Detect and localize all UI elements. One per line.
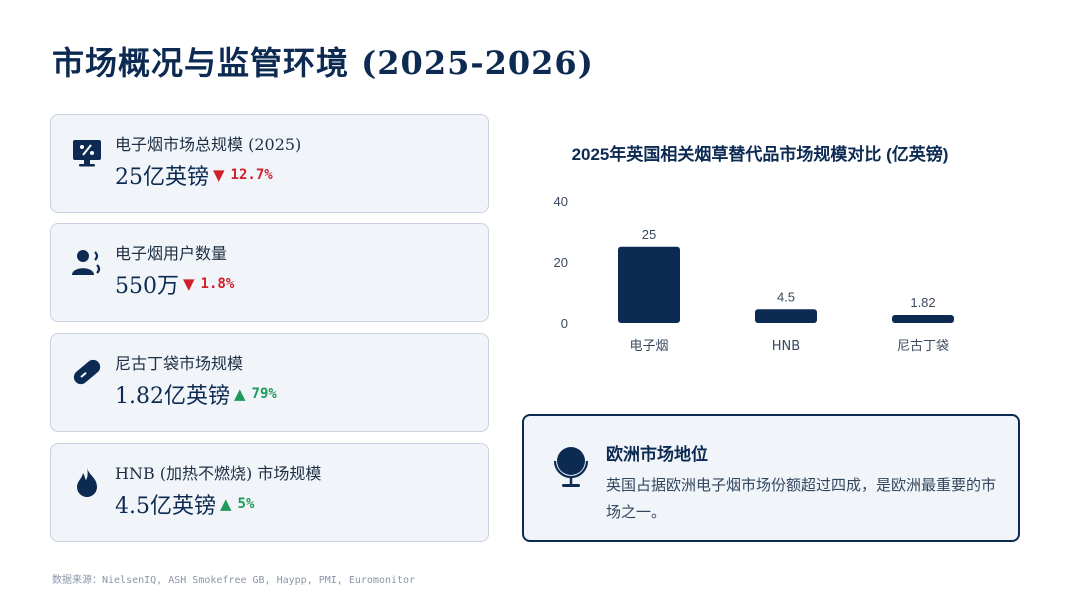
- bar: [755, 309, 817, 323]
- chart-title: 2025年英国相关烟草替代品市场规模对比 (亿英镑): [571, 145, 949, 164]
- bar-value-label: 4.5: [777, 289, 795, 304]
- y-tick-label: 40: [554, 194, 568, 209]
- flame-icon: [77, 468, 97, 497]
- up-arrow-icon: ▲: [234, 385, 246, 403]
- bar-chart-svg: 0 20 40 25 电子烟 4.5 HNB 1.82 尼古丁袋: [554, 194, 954, 354]
- hnb-card: HNB (加热不燃烧) 市场规模 4.5亿英镑 ▲ 5%: [50, 443, 489, 542]
- card-value: 1.82亿英镑: [115, 384, 230, 409]
- europe-position-box: 欧洲市场地位 英国占据欧洲电子烟市场份额超过四成，是欧洲最重要的市场之一。: [522, 414, 1020, 542]
- page-title: 市场概况与监管环境 (2025-2026): [52, 44, 594, 82]
- bar-chart: 0 20 40 25 电子烟 4.5 HNB 1.82 尼古丁袋 2025年英国相关烟草替代品市…: [530, 140, 1020, 370]
- up-arrow-icon: ▲: [220, 495, 232, 513]
- x-tick-label: 尼古丁袋: [897, 339, 949, 354]
- card-label: 电子烟市场总规模 (2025): [115, 135, 302, 154]
- europe-title: 欧洲市场地位: [606, 445, 708, 465]
- users-icon: [72, 250, 101, 275]
- pill-icon: [73, 359, 101, 385]
- y-tick-label: 20: [554, 255, 568, 270]
- change-percent: 12.7%: [230, 167, 273, 183]
- change-percent: 5%: [237, 496, 255, 512]
- europe-text: 英国占据欧洲电子烟市场份额超过四成，是欧洲最重要的市场之一。: [606, 476, 997, 521]
- card-label: 电子烟用户数量: [115, 244, 228, 263]
- bar: [618, 246, 680, 323]
- card-label: HNB (加热不燃烧) 市场规模: [115, 464, 322, 483]
- y-tick-label: 0: [561, 316, 568, 331]
- card-value: 4.5亿英镑: [115, 494, 216, 519]
- data-source: 数据来源：NielsenIQ, ASH Smokefree GB, Haypp,…: [52, 575, 416, 586]
- monitor-chart-icon: [73, 140, 101, 167]
- bar-value-label: 25: [642, 227, 656, 242]
- users-card: 电子烟用户数量 550万 ▼ 1.8%: [50, 223, 489, 322]
- nicotine-pouch-card: 尼古丁袋市场规模 1.82亿英镑 ▲ 79%: [50, 333, 489, 432]
- x-tick-label: HNB: [772, 339, 800, 354]
- card-value: 25亿英镑: [115, 165, 209, 190]
- card-label: 尼古丁袋市场规模: [115, 354, 244, 373]
- x-tick-label: 电子烟: [629, 339, 668, 354]
- market-size-card: 电子烟市场总规模 (2025) 25亿英镑 ▼ 12.7%: [50, 114, 489, 213]
- down-arrow-icon: ▼: [213, 166, 225, 184]
- change-percent: 1.8%: [200, 276, 235, 292]
- card-value: 550万: [115, 274, 179, 299]
- change-percent: 79%: [251, 386, 277, 402]
- globe-icon: [553, 447, 589, 487]
- bar: [892, 315, 954, 323]
- down-arrow-icon: ▼: [183, 275, 195, 293]
- bar-value-label: 1.82: [910, 295, 935, 310]
